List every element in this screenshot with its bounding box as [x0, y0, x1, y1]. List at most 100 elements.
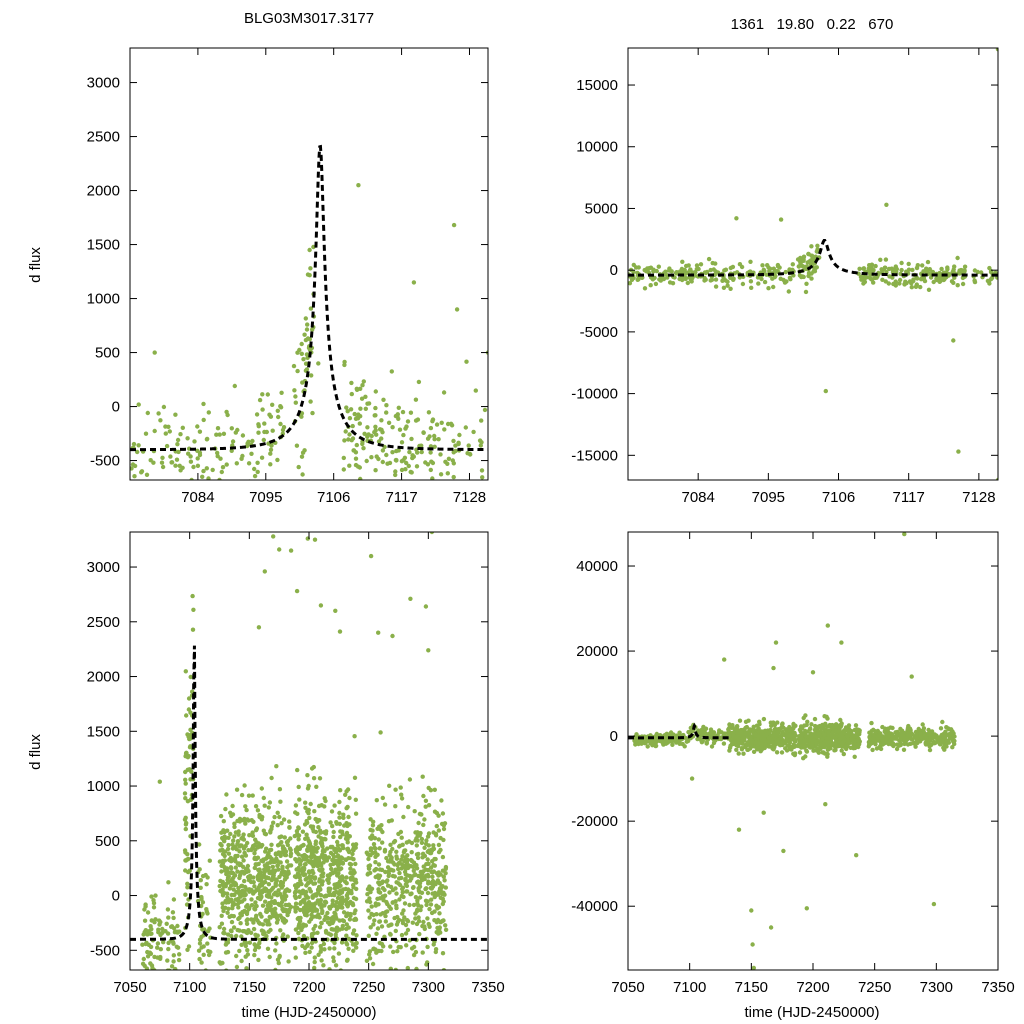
data-point [434, 422, 440, 427]
data-point [393, 787, 398, 792]
data-point [232, 821, 237, 826]
data-point [822, 751, 828, 756]
data-point [329, 903, 335, 909]
data-point [384, 410, 389, 415]
data-point [228, 831, 233, 837]
data-point [886, 266, 892, 272]
data-point [414, 852, 420, 857]
data-point [166, 940, 171, 946]
y-tick-label: -10000 [571, 386, 618, 403]
data-point [143, 902, 148, 907]
top-right-fit-curve [628, 238, 998, 277]
data-point [915, 739, 920, 745]
data-point [378, 730, 383, 735]
data-point [924, 736, 929, 742]
data-point [823, 802, 828, 807]
data-point [176, 957, 182, 963]
data-point [284, 909, 289, 914]
y-tick-label: 40000 [576, 558, 618, 575]
data-point [417, 895, 423, 900]
data-point [762, 268, 767, 274]
data-point [328, 850, 334, 856]
data-point [935, 277, 940, 283]
data-point [400, 890, 405, 895]
data-point [333, 846, 338, 852]
data-point [296, 925, 301, 930]
data-point [823, 388, 828, 394]
data-point [451, 438, 456, 444]
data-point [780, 732, 785, 737]
data-point [713, 738, 718, 743]
data-point [428, 450, 433, 455]
data-point [708, 730, 713, 736]
data-point [798, 739, 804, 744]
data-point [268, 414, 274, 419]
data-point [800, 726, 805, 731]
x-tick-label: 7300 [412, 979, 445, 996]
data-point [293, 857, 298, 862]
data-point [257, 397, 263, 403]
data-point [385, 865, 391, 870]
data-point [775, 730, 780, 735]
data-point [897, 281, 902, 286]
data-point [413, 397, 419, 402]
data-point [479, 468, 485, 473]
data-point [894, 733, 899, 738]
data-point [408, 892, 413, 897]
data-point [335, 839, 340, 845]
data-point [369, 433, 374, 439]
data-point [944, 725, 949, 730]
data-point [955, 283, 960, 288]
data-point [378, 827, 383, 832]
data-point [354, 933, 359, 938]
data-point [353, 797, 358, 802]
data-point [221, 908, 226, 914]
data-point [245, 909, 250, 914]
data-point [284, 859, 290, 864]
data-point [421, 864, 426, 869]
data-point [293, 907, 298, 912]
data-point [443, 927, 449, 932]
data-point [380, 448, 386, 453]
data-point [914, 733, 919, 738]
data-point [415, 880, 420, 885]
data-point [411, 280, 417, 285]
data-point [736, 741, 742, 746]
data-point [195, 463, 201, 468]
data-point [832, 748, 837, 753]
data-point [809, 722, 814, 727]
data-point [239, 456, 244, 461]
data-point [762, 279, 768, 285]
data-point [951, 739, 956, 744]
data-point [201, 417, 206, 423]
data-point [242, 897, 247, 902]
data-point [822, 744, 827, 750]
data-point [926, 731, 932, 736]
data-point [899, 267, 904, 273]
data-point [222, 989, 226, 993]
data-point [303, 800, 308, 805]
data-point [344, 405, 349, 410]
data-point [346, 814, 351, 820]
data-point [282, 835, 287, 840]
data-point [913, 744, 918, 749]
data-point [233, 865, 238, 870]
data-point [225, 828, 230, 833]
data-point [808, 726, 813, 731]
data-point [399, 796, 405, 801]
data-point [344, 926, 349, 932]
data-point [136, 443, 141, 448]
data-point [227, 857, 232, 863]
data-point [814, 265, 819, 270]
data-point [204, 882, 209, 887]
data-point [350, 942, 356, 947]
data-point [735, 724, 740, 729]
bottom-left-xlabel: time (HJD-2450000) [241, 1004, 376, 1021]
data-point [815, 243, 820, 248]
data-point [255, 460, 260, 465]
data-point [328, 932, 334, 937]
data-point [451, 474, 456, 480]
data-point [857, 266, 862, 271]
data-point [405, 927, 411, 933]
data-point [264, 973, 268, 977]
